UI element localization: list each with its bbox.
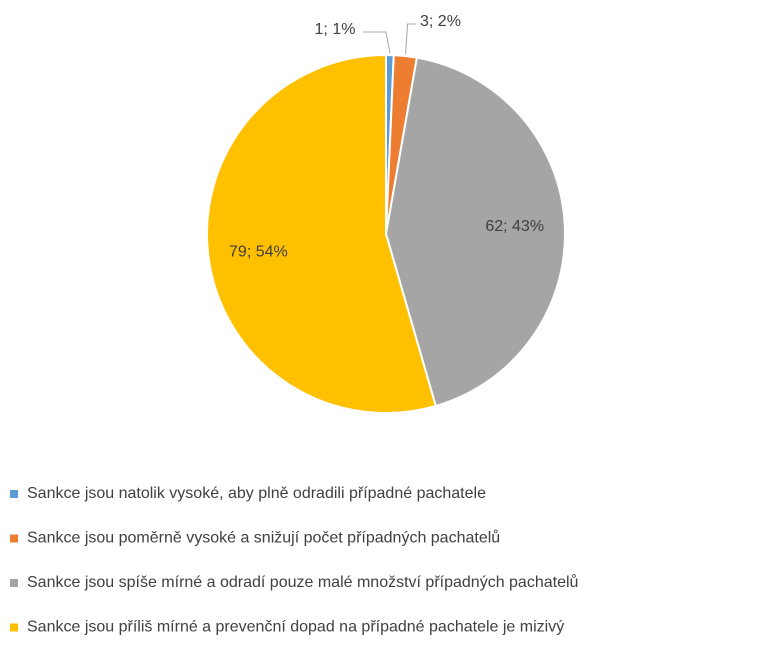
legend-label: Sankce jsou příliš mírné a prevenční dop… bbox=[27, 619, 564, 636]
leader-line bbox=[405, 23, 416, 55]
data-label: 62; 43% bbox=[485, 218, 544, 235]
leader-line bbox=[363, 31, 391, 54]
data-label: 79; 54% bbox=[229, 243, 288, 260]
pie-slice bbox=[384, 56, 566, 408]
legend-label: Sankce jsou spíše mírné a odradí pouze m… bbox=[27, 573, 578, 591]
data-label: 1; 1% bbox=[315, 21, 356, 38]
pie-slice bbox=[206, 53, 437, 414]
legend-label: Sankce jsou natolik vysoké, aby plně odr… bbox=[27, 485, 486, 502]
legend-swatch bbox=[10, 534, 18, 543]
legend-swatch bbox=[10, 623, 18, 632]
legend-swatch bbox=[10, 490, 18, 498]
data-label: 3; 2% bbox=[420, 13, 461, 30]
legend-swatch bbox=[10, 579, 18, 587]
legend-label: Sankce jsou poměrně vysoké a snižují poč… bbox=[27, 529, 500, 547]
